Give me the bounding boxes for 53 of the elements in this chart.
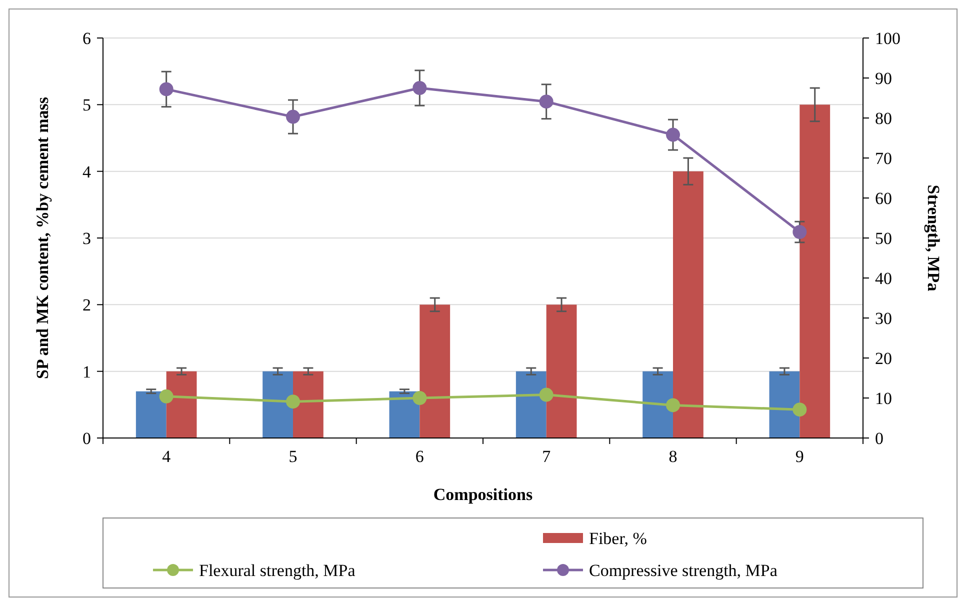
bar — [166, 371, 197, 438]
legend-label: Flexural strength, MPa — [199, 561, 356, 580]
point — [286, 110, 300, 124]
bar — [673, 171, 704, 438]
bar — [293, 371, 324, 438]
x-tick-label: 5 — [288, 447, 298, 466]
point — [286, 394, 300, 409]
y2-tick-label: 0 — [875, 429, 884, 448]
bar — [546, 304, 577, 438]
point — [666, 128, 680, 142]
legend-label: Fiber, % — [589, 529, 647, 548]
y-tick-label: 4 — [82, 162, 92, 182]
bar — [769, 371, 800, 438]
point — [666, 398, 680, 412]
y-tick-label: 3 — [82, 229, 91, 248]
y2-tick-label: 100 — [875, 29, 900, 48]
point — [412, 391, 427, 405]
point — [792, 402, 807, 417]
bar — [800, 104, 830, 438]
y2-tick-label: 20 — [875, 349, 892, 368]
y-axis-title: SP and MK content, %by cement mass — [33, 96, 52, 379]
x-axis-title: Compositions — [433, 485, 533, 504]
x-tick-label: 8 — [668, 447, 678, 466]
bar — [516, 371, 546, 438]
y2-tick-label: 10 — [875, 389, 892, 408]
point — [792, 225, 807, 239]
point — [412, 81, 427, 95]
point — [159, 82, 174, 96]
y2-tick-label: 30 — [875, 309, 892, 328]
y2-axis-title: Strength, MPa — [924, 184, 943, 292]
y-tick-label: 5 — [82, 96, 91, 115]
point — [539, 94, 554, 109]
y2-tick-label: 60 — [875, 189, 892, 208]
x-tick-label: 4 — [162, 447, 172, 466]
y2-tick-label: 80 — [875, 109, 892, 128]
bar — [136, 391, 166, 438]
point — [159, 389, 174, 404]
bar — [262, 371, 293, 438]
x-tick-label: 7 — [542, 447, 552, 466]
y2-tick-label: 90 — [875, 69, 892, 88]
y-tick-label: 6 — [82, 29, 91, 48]
point — [539, 388, 554, 402]
x-tick-label: 6 — [415, 447, 424, 466]
y-tick-label: 1 — [82, 362, 91, 382]
y-tick-label: 0 — [82, 429, 91, 448]
y-tick-label: 2 — [82, 296, 91, 315]
legend-label: Compressive strength, MPa — [589, 561, 778, 580]
y2-tick-label: 50 — [875, 229, 892, 248]
y2-tick-label: 70 — [875, 149, 892, 168]
bar — [420, 304, 450, 438]
y2-tick-label: 40 — [875, 269, 892, 288]
bar — [642, 371, 673, 438]
x-tick-label: 9 — [795, 447, 804, 466]
